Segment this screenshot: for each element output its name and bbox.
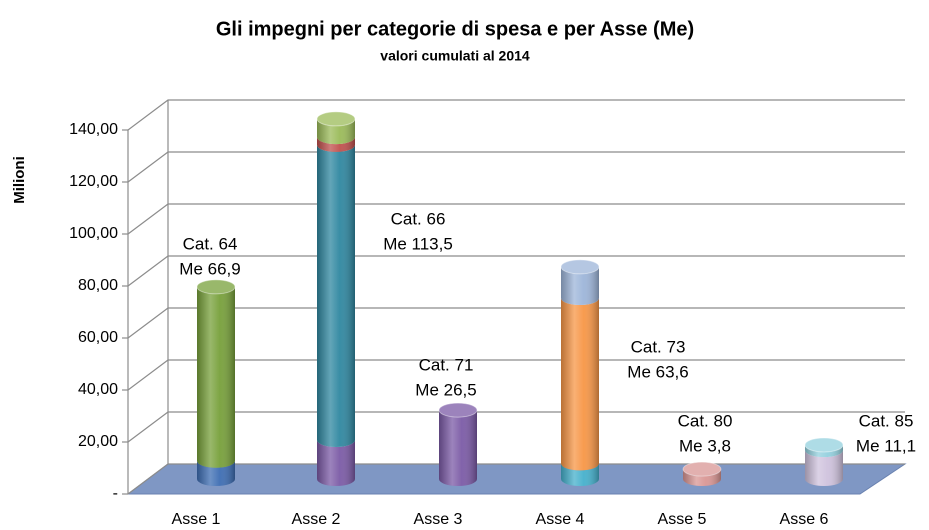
y-tick-label: 20,00 [78, 433, 118, 450]
bar-cap [196, 279, 236, 295]
y-axis-label: Milioni [11, 156, 28, 204]
y-tick-label: - [113, 485, 118, 502]
annotation: Cat. 66 [391, 209, 446, 228]
bar-cap-light [197, 279, 235, 294]
bar-shade [439, 410, 477, 486]
annotation: Me 63,6 [627, 362, 688, 381]
bar-cap-light [561, 259, 599, 274]
grid-line [127, 99, 905, 131]
bar-shade [317, 144, 355, 447]
bar-cap [438, 402, 478, 418]
x-tick-label: Asse 2 [292, 511, 341, 528]
bar-cap [682, 461, 722, 477]
x-tick-label: Asse 3 [414, 511, 463, 528]
bar-cap-light [317, 111, 355, 126]
annotation: Cat. 73 [631, 337, 686, 356]
annotation: Me 26,5 [415, 380, 476, 399]
grid-line [127, 307, 905, 339]
annotation: Me 11,1 [856, 436, 916, 455]
y-tick-label: 100,00 [69, 225, 118, 242]
bar-cap-light [805, 437, 843, 452]
bar-shade [317, 118, 355, 145]
bar-shade [317, 440, 355, 486]
annotation: Cat. 85 [859, 411, 914, 430]
y-tick-label: 40,00 [78, 381, 118, 398]
chart-title: Gli impegni per categorie di spesa e per… [216, 18, 694, 40]
bar-shade [561, 298, 599, 471]
annotation: Cat. 71 [419, 355, 474, 374]
annotation: Me 66,9 [179, 259, 240, 278]
grid-line [127, 255, 905, 287]
floor [126, 463, 907, 495]
bar-cap [560, 259, 600, 275]
bar-cap-light [439, 403, 477, 418]
chart-subtitle: valori cumulati al 2014 [380, 48, 530, 64]
annotation: Cat. 64 [183, 234, 238, 253]
grid-line [127, 463, 905, 495]
annotation: Me 113,5 [383, 234, 453, 253]
bar-shade [197, 286, 236, 468]
grid-line [127, 359, 905, 391]
x-tick-label: Asse 5 [658, 511, 707, 528]
bar-cap [804, 437, 844, 453]
bar-shade [683, 469, 721, 486]
x-tick-label: Asse 4 [536, 511, 585, 528]
x-tick-label: Asse 6 [780, 511, 829, 528]
bar-shade [805, 444, 843, 458]
grid-line [127, 203, 905, 235]
bar-shade [561, 463, 599, 486]
y-tick-label: 80,00 [78, 277, 118, 294]
bar-shade [561, 266, 599, 306]
bar-cap [316, 111, 356, 127]
x-tick-label: Asse 1 [172, 511, 221, 528]
annotation: Cat. 80 [678, 411, 733, 430]
y-tick-label: 60,00 [78, 329, 118, 346]
bar-shade [197, 460, 236, 486]
bar-shade [317, 137, 355, 152]
annotation: Me 3,8 [679, 436, 731, 455]
bar-shade [805, 450, 843, 486]
bar-cap-light [683, 462, 721, 477]
y-tick-label: 140,00 [69, 121, 118, 138]
y-tick-label: 120,00 [69, 173, 118, 190]
grid-line [127, 151, 905, 183]
grid-line [127, 411, 905, 443]
